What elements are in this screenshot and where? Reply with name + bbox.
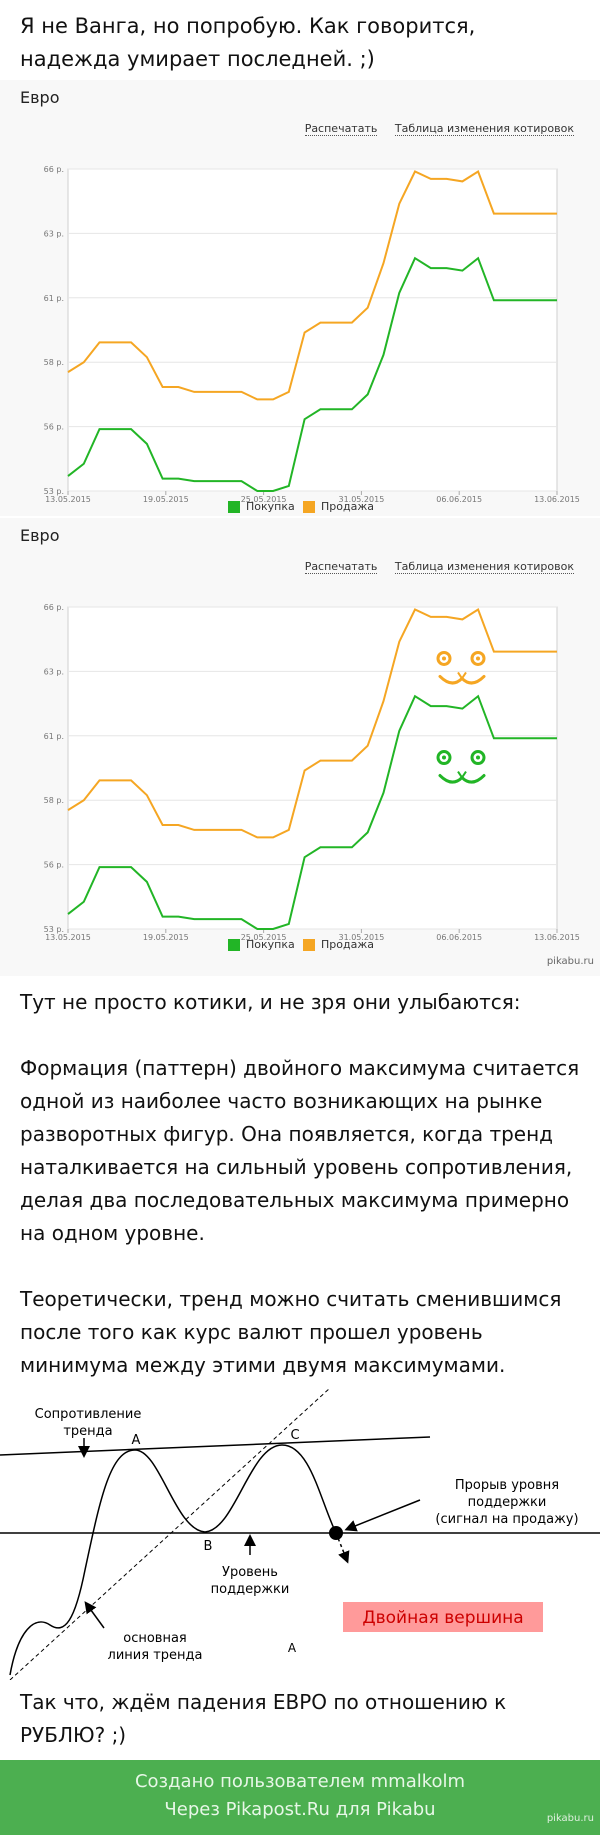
x-tick-label: 13.06.2015	[534, 933, 580, 942]
support-label-1: Уровень	[222, 1565, 278, 1580]
breakout-label-1: Прорыв уровня	[455, 1478, 559, 1493]
y-tick-label: 66 р.	[44, 165, 64, 174]
y-tick-label: 56 р.	[44, 861, 64, 870]
x-tick-label: 13.06.2015	[534, 495, 580, 504]
y-tick-label: 56 р.	[44, 423, 64, 432]
y-tick-label: 61 р.	[44, 732, 64, 741]
footer-source[interactable]: Через Pikapost.Ru для Pikabu	[164, 1799, 436, 1820]
plot-area	[67, 606, 558, 930]
pattern-name-label: Двойная вершина	[362, 1608, 523, 1628]
legend-swatch-sell	[303, 939, 315, 951]
chart-title: Евро	[20, 526, 60, 545]
x-tick-label: 19.05.2015	[143, 933, 189, 942]
chart-title: Евро	[20, 88, 60, 107]
breakout-point	[329, 1526, 343, 1540]
breakout-label-3: (сигнал на продажу)	[435, 1512, 578, 1527]
legend-item-buy[interactable]: Покупка	[228, 500, 295, 513]
legend-label-buy: Покупка	[246, 938, 295, 951]
legend-label-buy: Покупка	[246, 500, 295, 513]
chart-panel-2: Евро Распечатать Таблица изменения котир…	[0, 518, 600, 976]
footer-watermark: pikabu.ru	[546, 1813, 594, 1824]
series-buy-line	[67, 256, 557, 492]
legend-item-sell[interactable]: Продажа	[303, 938, 374, 951]
x-tick-label: 25.05.2015	[241, 495, 287, 504]
rates-table-link[interactable]: Таблица изменения котировок	[394, 122, 574, 136]
trend-label-2: линия тренда	[108, 1648, 203, 1663]
trend-arrow	[84, 1601, 105, 1629]
chart-legend: Покупка Продажа	[0, 938, 600, 952]
y-tick-label: 66 р.	[44, 603, 64, 612]
stray-a-label: A	[288, 1641, 297, 1655]
y-tick-label: 58 р.	[44, 358, 64, 367]
breakout-label-2: поддержки	[468, 1495, 547, 1510]
pattern-description: Формация (паттерн) двойного максимума сч…	[20, 1056, 580, 1245]
x-tick-label: 31.05.2015	[338, 933, 384, 942]
y-tick-label: 58 р.	[44, 796, 64, 805]
y-tick-label: 53 р.	[44, 925, 64, 934]
resistance-label-2: тренда	[63, 1424, 112, 1439]
peak-a-label: A	[132, 1433, 141, 1448]
chart-links: Распечатать Таблица изменения котировок	[291, 122, 574, 136]
legend-swatch-sell	[303, 501, 315, 513]
watermark: pikabu.ru	[546, 956, 594, 967]
peak-c-label: C	[290, 1428, 299, 1443]
footer-banner: Создано пользователем mmalkolm Через Pik…	[0, 1760, 600, 1835]
pattern-name-box	[343, 1602, 543, 1632]
price-curve	[9, 1444, 337, 1676]
series-sell-line	[67, 169, 557, 401]
legend-label-sell: Продажа	[321, 938, 374, 951]
x-tick-label: 13.05.2015	[45, 495, 91, 504]
plot-area	[67, 168, 558, 492]
green-cat-face	[436, 750, 486, 784]
legend-item-buy[interactable]: Покупка	[228, 938, 295, 951]
breakout-arrow	[335, 1532, 350, 1564]
orange-cat-face	[436, 650, 486, 685]
intro-text: Я не Ванга, но попробую. Как говорится, …	[20, 14, 476, 71]
breakout-label-arrow	[344, 1499, 421, 1532]
x-tick-label: 19.05.2015	[143, 495, 189, 504]
x-tick-label: 25.05.2015	[241, 933, 287, 942]
euro-line-chart: 53 р. 56 р. 58 р. 61 р. 63 р. 66 р. 13.05.2015…	[44, 165, 580, 504]
x-tick-label: 31.05.2015	[338, 495, 384, 504]
conclusion-text: Так что, ждём падения ЕВРО по отношению …	[20, 1690, 507, 1747]
x-tick-label: 06.06.2015	[436, 933, 482, 942]
footer-author: Создано пользователем mmalkolm	[134, 1771, 466, 1792]
double-top-diagram: Сопротивление тренда A B C Уровень подде…	[0, 1387, 600, 1680]
euro-line-chart-with-cats: 53 р. 56 р. 58 р. 61 р. 63 р. 66 р. 13.05.2015…	[44, 603, 580, 942]
series-buy-line	[67, 694, 557, 930]
legend-swatch-buy	[228, 501, 240, 513]
print-link[interactable]: Распечатать	[304, 560, 378, 574]
chart-links: Распечатать Таблица изменения котировок	[291, 560, 574, 574]
legend-swatch-buy	[228, 939, 240, 951]
y-tick-label: 61 р.	[44, 294, 64, 303]
cats-caption: Тут не просто котики, и не зря они улыба…	[20, 990, 521, 1014]
legend-item-sell[interactable]: Продажа	[303, 500, 374, 513]
y-tick-label: 63 р.	[44, 667, 64, 676]
series-sell-line	[67, 607, 557, 839]
chart-legend: Покупка Продажа	[0, 500, 600, 514]
x-tick-label: 06.06.2015	[436, 495, 482, 504]
trough-b-label: B	[204, 1539, 213, 1554]
resistance-label-1: Сопротивление	[35, 1407, 142, 1422]
resistance-line	[0, 1436, 431, 1456]
y-tick-label: 53 р.	[44, 487, 64, 496]
x-tick-label: 13.05.2015	[45, 933, 91, 942]
rates-table-link[interactable]: Таблица изменения котировок	[394, 560, 574, 574]
support-label-2: поддержки	[211, 1582, 290, 1597]
legend-label-sell: Продажа	[321, 500, 374, 513]
trend-label-1: основная	[123, 1631, 187, 1646]
print-link[interactable]: Распечатать	[304, 122, 378, 136]
y-tick-label: 63 р.	[44, 229, 64, 238]
trend-change-description: Теоретически, тренд можно считать сменив…	[20, 1287, 562, 1377]
main-trend-line	[9, 1387, 331, 1680]
chart-panel-1: Евро Распечатать Таблица изменения котир…	[0, 80, 600, 516]
